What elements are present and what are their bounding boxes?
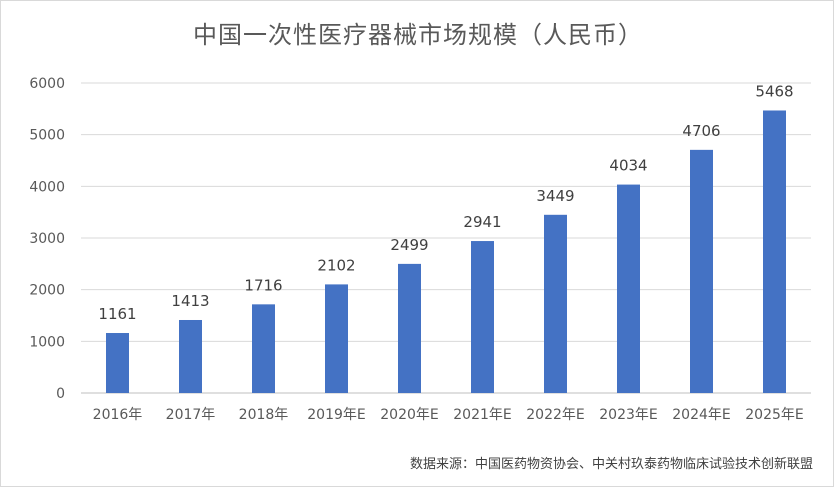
bar xyxy=(544,214,567,393)
bar xyxy=(179,319,202,393)
source-note: 数据来源：中国医药物资协会、中关村玖泰药物临床试验技术创新联盟 xyxy=(409,457,813,472)
data-label: 2102 xyxy=(317,256,355,274)
x-tick-label: 2019年E xyxy=(307,407,365,423)
x-tick-label: 2022年E xyxy=(526,407,584,423)
y-tick-label: 6000 xyxy=(29,76,65,92)
y-tick-label: 2000 xyxy=(29,283,65,299)
bar xyxy=(252,304,275,393)
x-tick-label: 2020年E xyxy=(380,407,438,423)
data-label: 4706 xyxy=(682,122,720,140)
x-tick-label: 2017年 xyxy=(166,407,216,423)
bar xyxy=(325,284,348,393)
x-tick-label: 2024年E xyxy=(672,407,730,423)
y-tick-label: 4000 xyxy=(29,179,65,195)
data-label: 2941 xyxy=(463,213,501,231)
data-label: 1716 xyxy=(244,276,282,294)
bar xyxy=(763,110,786,393)
bar xyxy=(471,241,494,393)
x-tick-label: 2021年E xyxy=(453,407,511,423)
data-label: 5468 xyxy=(755,82,793,100)
bar xyxy=(690,149,713,393)
data-label: 1413 xyxy=(171,292,209,310)
x-tick-label: 2023年E xyxy=(599,407,657,423)
data-label: 3449 xyxy=(536,187,574,205)
data-label: 2499 xyxy=(390,236,428,254)
y-tick-label: 5000 xyxy=(29,128,65,144)
chart-title: 中国一次性医疗器械市场规模（人民币） xyxy=(193,21,643,49)
x-tick-label: 2016年 xyxy=(93,407,143,423)
x-tick-label: 2018年 xyxy=(239,407,289,423)
bar xyxy=(106,333,129,393)
x-tick-label: 2025年E xyxy=(745,407,803,423)
bar xyxy=(398,263,421,393)
y-tick-label: 1000 xyxy=(29,334,65,350)
data-label: 4034 xyxy=(609,157,647,175)
y-tick-label: 3000 xyxy=(29,231,65,247)
data-label: 1161 xyxy=(98,305,136,323)
bar xyxy=(617,184,640,393)
y-tick-label: 0 xyxy=(56,386,65,402)
